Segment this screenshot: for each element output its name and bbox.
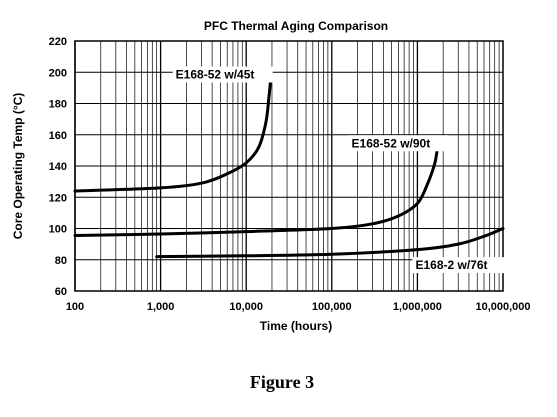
x-axis-label: Time (hours) xyxy=(260,319,332,333)
series-annotation: E168-2 w/76t xyxy=(415,258,487,272)
annotation-background xyxy=(348,135,449,152)
y-tick-label: 80 xyxy=(55,255,67,267)
series-annotation: E168-52 w/45t xyxy=(176,68,255,82)
y-tick-label: 140 xyxy=(49,161,67,173)
y-axis-label: Core Operating Temp (°C) xyxy=(11,93,25,240)
annotation-background xyxy=(412,257,513,274)
y-tick-label: 220 xyxy=(49,36,67,48)
y-tick-label: 160 xyxy=(49,130,67,142)
grid xyxy=(74,40,503,292)
y-tick-label: 100 xyxy=(49,224,67,236)
annotation-background xyxy=(172,66,273,83)
x-tick-label: 100 xyxy=(66,301,84,313)
x-tick-label: 100,000 xyxy=(312,301,352,313)
series-annotations: E168-52 w/45t E168-52 w/90t E168-2 w/76t xyxy=(172,66,513,274)
plot-frame xyxy=(74,40,504,292)
y-tick-label: 60 xyxy=(55,286,67,298)
x-tick-label: 1,000 xyxy=(147,301,175,313)
series-lines xyxy=(73,73,505,259)
series-line xyxy=(155,227,505,259)
figure-caption: Figure 3 xyxy=(250,372,314,392)
chart-title: PFC Thermal Aging Comparison xyxy=(204,19,388,33)
y-tick-label: 120 xyxy=(49,192,67,204)
x-tick-labels: 100 1,000 10,000 100,000 1,000,000 10,000,000 xyxy=(66,301,531,313)
series-line xyxy=(73,73,273,193)
y-tick-label: 180 xyxy=(49,99,67,111)
series-line xyxy=(73,141,440,237)
y-tick-label: 200 xyxy=(49,67,67,79)
x-tick-label: 10,000 xyxy=(229,301,263,313)
y-tick-labels: 60 80 100 120 140 160 180 200 220 xyxy=(49,36,67,298)
x-tick-label: 1,000,000 xyxy=(393,301,442,313)
series-annotation: E168-52 w/90t xyxy=(352,136,431,150)
x-tick-label: 10,000,000 xyxy=(475,301,530,313)
